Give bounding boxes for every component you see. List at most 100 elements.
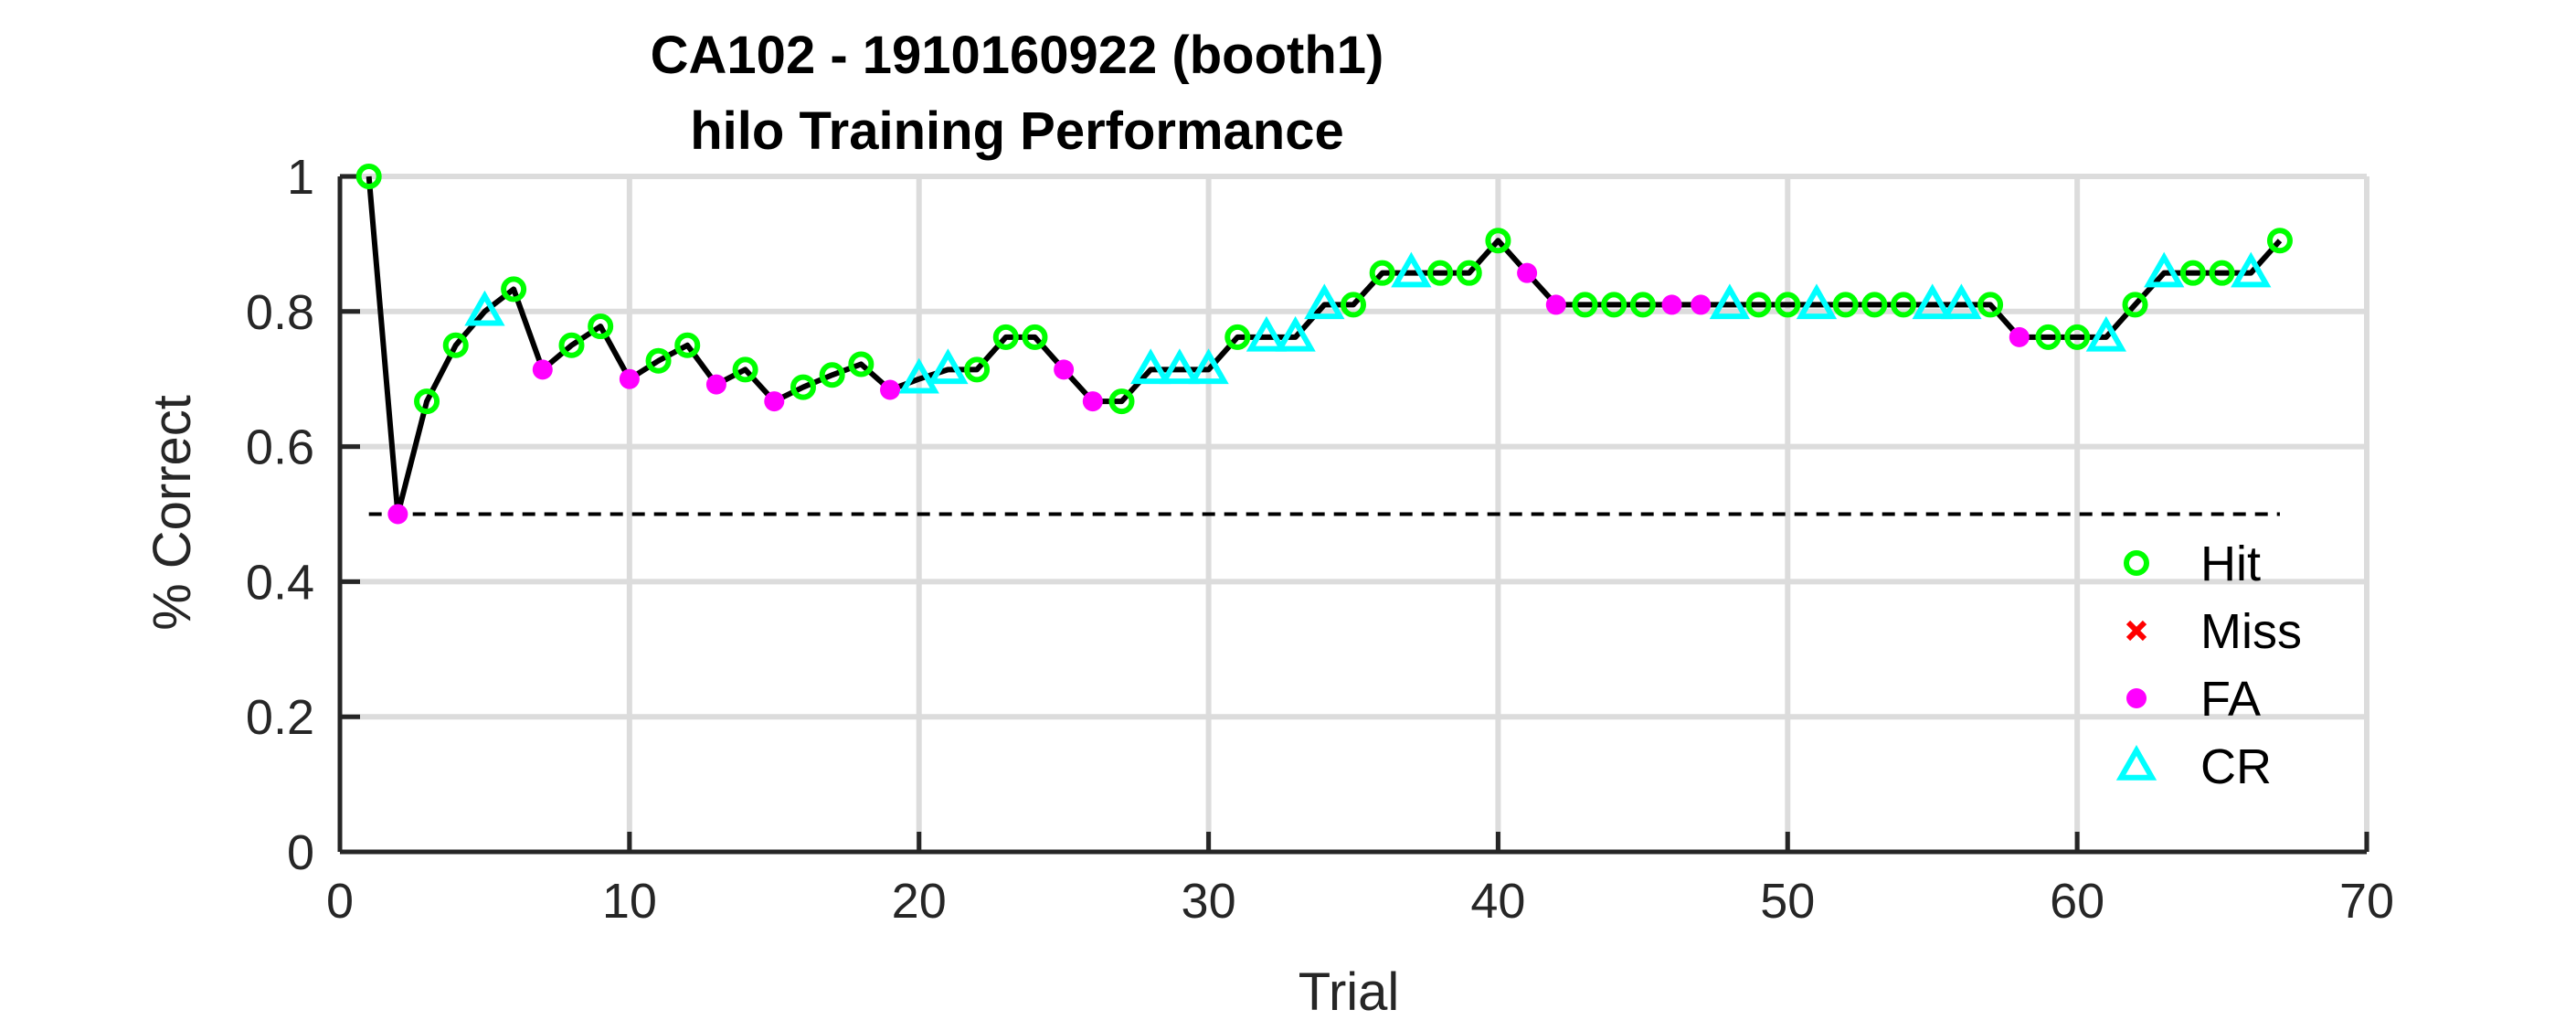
trial-marker-hit: [2122, 292, 2148, 318]
trial-marker-cr: [928, 348, 969, 385]
trial-marker-hit: [414, 388, 440, 415]
x-axis-label: Trial: [1299, 962, 1400, 1022]
trial-marker-hit: [790, 374, 816, 400]
x-tick-label: 40: [1470, 874, 1525, 929]
trial-marker-cr: [1246, 315, 1288, 352]
x-tick-label: 10: [602, 874, 657, 929]
trial-marker-cr: [898, 357, 939, 394]
trial-marker-hit: [1775, 292, 1801, 318]
trial-marker-cr: [2231, 251, 2272, 288]
trial-marker-hit: [819, 362, 845, 388]
trial-marker-hit: [1861, 292, 1888, 318]
trial-marker-cr: [2144, 251, 2185, 288]
trial-marker-hit: [674, 332, 701, 358]
axes: [337, 174, 2369, 855]
x-tick-label: 30: [1182, 874, 1236, 929]
trial-marker-fa: [764, 391, 785, 412]
legend: Hit Miss FA CR: [2115, 537, 2302, 794]
trial-marker-hit: [2064, 324, 2091, 350]
legend-label-fa: FA: [2200, 672, 2261, 727]
trial-marker-hit: [645, 347, 672, 374]
trial-marker-fa: [532, 359, 553, 380]
trial-marker-fa: [880, 379, 901, 400]
trial-marker-fa: [705, 374, 726, 395]
tick-labels: 0 10 20 30 40 50 60 70 0 0.2 0.4 0.6 0.8 1: [246, 150, 2394, 929]
trial-marker-hit: [1341, 292, 1366, 318]
y-tick-label: 0.4: [246, 555, 314, 610]
trial-marker-cr: [1709, 283, 1751, 320]
miss-stroke: [2125, 620, 2147, 642]
trial-marker-hit: [1572, 292, 1598, 318]
trial-marker-hit: [1977, 292, 2004, 318]
x-tick-label: 70: [2339, 874, 2394, 929]
trial-marker-hit: [1427, 260, 1454, 286]
trial-marker-hit: [1629, 292, 1656, 318]
trial-marker-hit: [2209, 260, 2235, 286]
chart-title: CA102 - 1910160922 (booth1): [651, 26, 1384, 85]
trial-marker-hit: [1369, 260, 1395, 286]
trial-marker-cr: [1941, 283, 1982, 320]
y-tick-label: 0: [287, 825, 314, 880]
chart-subtitle: hilo Training Performance: [690, 101, 1343, 161]
trial-marker-hit: [2179, 260, 2206, 286]
trial-marker-fa: [1054, 359, 1075, 380]
x-tick-label: 20: [892, 874, 947, 929]
trial-marker-fa: [1082, 391, 1103, 412]
trial-marker-cr: [1304, 283, 1345, 320]
trial-marker-hit: [1601, 292, 1627, 318]
trial-marker-fa: [1517, 262, 1538, 283]
grid: [340, 174, 2369, 852]
y-tick-label: 0.6: [246, 420, 314, 475]
trial-marker-fa: [619, 368, 640, 389]
trial-marker-hit: [964, 356, 991, 383]
x-tick-label: 60: [2050, 874, 2104, 929]
trial-marker-cr: [1159, 348, 1201, 385]
trial-marker-hit: [1485, 228, 1511, 254]
x-tick-label: 0: [326, 874, 354, 929]
trial-marker-hit: [848, 351, 875, 377]
legend-label-cr: CR: [2200, 739, 2272, 794]
trial-marker-hit: [992, 324, 1019, 350]
y-tick-label: 0.2: [246, 690, 314, 745]
trial-marker-cr: [1391, 251, 1432, 288]
y-axis-label: % Correct: [143, 395, 202, 631]
trial-marker-fa: [1691, 294, 1712, 315]
trial-marker-hit: [1456, 260, 1482, 286]
trial-marker-hit: [2035, 324, 2062, 350]
performance-line: [366, 175, 2283, 517]
legend-marker-fa: [2126, 688, 2147, 708]
trial-marker-cr: [1796, 283, 1838, 320]
trial-marker-hit: [355, 164, 382, 189]
legend-label-hit: Hit: [2200, 537, 2261, 591]
trial-marker-cr: [1188, 348, 1229, 385]
trial-marker-hit: [1891, 292, 1917, 318]
y-tick-label: 0.8: [246, 285, 314, 340]
trial-marker-hit: [1108, 388, 1135, 415]
y-tick-label: 1: [287, 150, 314, 205]
legend-marker-cr: [2115, 744, 2157, 781]
trial-marker-hit: [1745, 292, 1772, 318]
legend-marker-hit: [2124, 550, 2149, 576]
trial-marker-hit: [442, 332, 469, 358]
trial-marker-fa: [1545, 294, 1566, 315]
trial-marker-hit: [1224, 324, 1251, 350]
trial-marker-cr: [2085, 315, 2126, 352]
trial-marker-cr: [464, 290, 505, 326]
trial-marker-cr: [1912, 283, 1953, 320]
trial-marker-hit: [501, 276, 527, 303]
trial-marker-hit: [558, 332, 585, 358]
trial-marker-hit: [732, 356, 758, 383]
trial-marker-hit: [588, 314, 614, 340]
x-tick-label: 50: [1760, 874, 1815, 929]
trial-marker-fa: [2009, 326, 2030, 347]
trial-marker-hit: [1832, 292, 1859, 318]
trial-marker-cr: [1130, 348, 1171, 385]
trial-marker-hit: [1022, 324, 1048, 350]
trial-marker-fa: [387, 504, 408, 525]
legend-marker-miss: [2125, 620, 2147, 642]
trial-marker-fa: [1661, 294, 1682, 315]
trial-marker-hit: [2266, 228, 2293, 254]
performance-polyline: [366, 175, 2283, 517]
trial-marker-cr: [1275, 315, 1316, 352]
